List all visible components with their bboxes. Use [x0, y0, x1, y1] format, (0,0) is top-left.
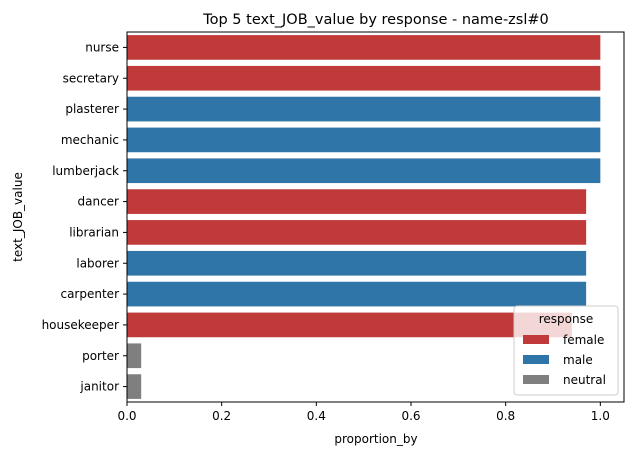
y-tick-label: janitor: [79, 380, 119, 394]
x-tick-label: 0.8: [496, 409, 515, 423]
bar-janitor: [127, 374, 142, 399]
x-tick-label: 0.0: [117, 409, 136, 423]
bar-nurse: [127, 35, 601, 60]
legend-swatch-female: [523, 335, 549, 344]
y-tick-label: porter: [82, 349, 119, 363]
bar-mechanic: [127, 127, 601, 153]
bar-lumberjack: [127, 158, 601, 184]
legend-label-female: female: [563, 333, 604, 347]
x-axis-label: proportion_by: [334, 432, 417, 446]
x-tick-label: 0.2: [212, 409, 231, 423]
legend-box: [513, 305, 619, 396]
plot-frame: [126, 31, 625, 403]
x-axis: 0.0 0.2 0.4 0.6 0.8 1.0: [117, 402, 610, 423]
x-tick-label: 0.6: [401, 409, 420, 423]
y-tick-label: librarian: [69, 225, 119, 239]
legend-label-male: male: [563, 353, 593, 367]
bars-group: [127, 35, 601, 399]
y-tick-label: dancer: [78, 195, 120, 209]
bar-laborer: [127, 250, 587, 276]
bar-secretary: [127, 65, 601, 91]
legend-label-neutral: neutral: [563, 373, 606, 387]
bar-porter: [127, 343, 142, 369]
legend-title: response: [539, 312, 594, 326]
y-tick-label: housekeeper: [42, 318, 119, 332]
bar-dancer: [127, 189, 587, 214]
y-tick-label: carpenter: [60, 287, 119, 301]
y-tick-label: nurse: [85, 40, 119, 54]
x-tick-label: 0.4: [307, 409, 326, 423]
y-tick-label: secretary: [63, 71, 119, 85]
y-tick-label: mechanic: [61, 133, 119, 147]
bar-housekeeper: [127, 312, 572, 338]
legend: response female male neutral: [513, 305, 619, 396]
y-axis-label: text_JOB_value: [11, 172, 25, 262]
y-tick-label: laborer: [76, 256, 119, 270]
y-tick-label: lumberjack: [52, 164, 119, 178]
chart-title: Top 5 text_JOB_value by response - name-…: [202, 12, 549, 28]
bar-carpenter: [127, 281, 587, 307]
legend-swatch-neutral: [523, 375, 549, 384]
y-axis: nurse secretary plasterer mechanic lumberjac…: [42, 40, 127, 394]
legend-swatch-male: [523, 355, 549, 364]
bar-librarian: [127, 220, 587, 245]
bar-plasterer: [127, 96, 601, 122]
y-tick-label: plasterer: [65, 102, 119, 116]
x-tick-label: 1.0: [591, 409, 610, 423]
